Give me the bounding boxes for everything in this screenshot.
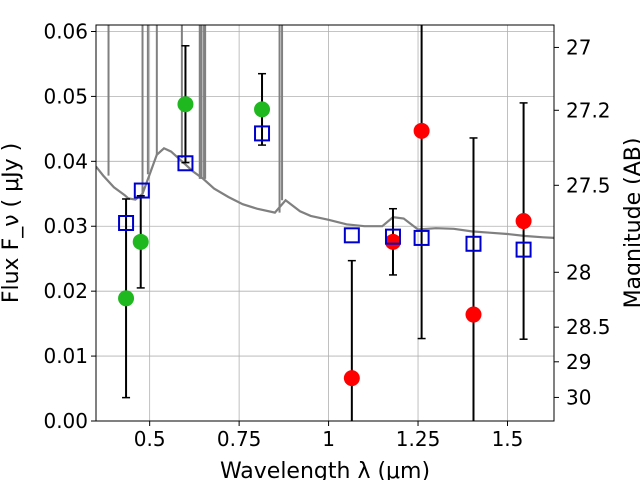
x-tick-label: 1 xyxy=(322,427,335,451)
red-photometry-point xyxy=(343,370,360,387)
plot-area xyxy=(96,25,554,239)
green-photometry-point xyxy=(177,96,194,113)
y2-tick-label: 28 xyxy=(566,260,591,284)
y-tick-label: 0.00 xyxy=(43,409,88,433)
y-tick-label: 0.03 xyxy=(43,214,88,238)
model-photometry-point xyxy=(177,155,194,172)
model-photometry-point xyxy=(118,215,135,231)
model-photometry-point xyxy=(254,125,271,142)
model-photometry-point xyxy=(133,182,150,199)
model-photometry-point xyxy=(413,229,430,246)
x-tick-label: 0.5 xyxy=(134,427,166,451)
y2-axis-label: Magnitude (AB) xyxy=(621,138,640,309)
y-tick-label: 0.05 xyxy=(43,84,88,108)
y2-tick-label: 27 xyxy=(566,35,591,59)
x-tick-label: 1.25 xyxy=(396,427,441,451)
y2-tick-label: 27.2 xyxy=(566,98,611,122)
green-photometry-point xyxy=(118,290,135,307)
green-photometry-point xyxy=(254,101,271,118)
red-photometry-point xyxy=(465,306,482,323)
y2-tick-label: 30 xyxy=(566,385,591,409)
y-tick-label: 0.02 xyxy=(43,279,88,303)
axes: 0.5 0.75 1 1.25 1.5 0.00 0.01 0.02 0.03 0.04 0.05 0… xyxy=(43,19,610,451)
red-photometry-point xyxy=(413,122,430,139)
markers xyxy=(118,96,532,387)
y2-tick-label: 29 xyxy=(566,350,591,374)
x-tick-label: 1.5 xyxy=(492,427,524,451)
green-photometry-point xyxy=(132,233,149,250)
x-axis-label: Wavelength λ (μm) xyxy=(220,459,430,480)
y2-tick-label: 27.5 xyxy=(566,173,611,197)
y-tick-label: 0.04 xyxy=(43,149,88,173)
red-photometry-point xyxy=(515,213,532,230)
model-photometry-point xyxy=(465,235,482,252)
y-axis-label: Flux F_ν ( μJy ) xyxy=(0,143,24,303)
model-photometry-point xyxy=(343,227,360,244)
grid xyxy=(96,25,554,422)
y-tick-label: 0.06 xyxy=(43,19,88,43)
model-spectrum-line xyxy=(96,146,554,239)
y2-tick-label: 28.5 xyxy=(566,315,611,339)
red-photometry-point xyxy=(384,233,401,250)
x-tick-label: 0.75 xyxy=(217,427,262,451)
model-photometry-point xyxy=(515,241,532,258)
plot-frame xyxy=(95,24,555,422)
y-tick-label: 0.01 xyxy=(43,344,88,368)
model-photometry-point xyxy=(384,228,401,245)
